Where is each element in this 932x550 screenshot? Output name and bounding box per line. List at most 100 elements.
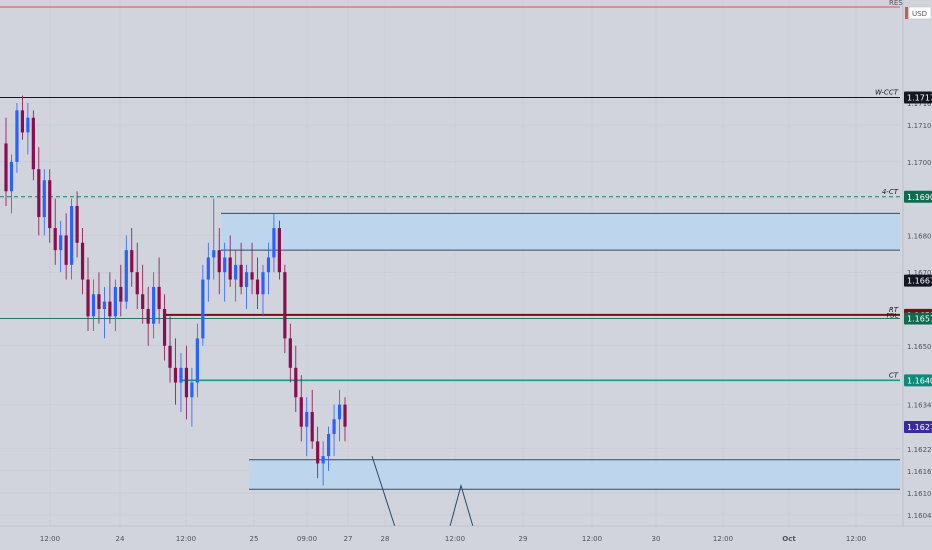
candle-body bbox=[299, 397, 303, 427]
candle-body bbox=[157, 286, 161, 309]
price-tick-label: 1.16100 bbox=[907, 490, 932, 498]
candle-body bbox=[310, 411, 314, 442]
candle-body bbox=[294, 367, 298, 398]
candle bbox=[146, 286, 150, 346]
candle-body bbox=[59, 235, 63, 251]
candle bbox=[316, 426, 320, 479]
candle bbox=[75, 191, 79, 258]
candle-body bbox=[184, 367, 189, 398]
candle-body bbox=[326, 434, 331, 457]
candle bbox=[91, 279, 96, 332]
zone-box bbox=[221, 213, 900, 251]
candle bbox=[102, 286, 107, 339]
time-tick-label: 12:00 bbox=[40, 535, 60, 543]
candle bbox=[337, 389, 342, 442]
price-tick-label: 1.16700 bbox=[907, 269, 932, 277]
time-tick-label: 28 bbox=[381, 535, 390, 543]
candle bbox=[266, 242, 271, 295]
candle bbox=[326, 426, 331, 471]
candle bbox=[228, 235, 232, 287]
candle bbox=[288, 323, 292, 383]
candle bbox=[26, 102, 30, 155]
time-tick-label: 24 bbox=[116, 535, 125, 543]
price-tag-extra-1-bg bbox=[904, 421, 932, 434]
candle bbox=[179, 353, 183, 412]
price-tag-w-cct-text: 1.17175 bbox=[907, 93, 932, 102]
candle-body bbox=[4, 143, 8, 192]
candle bbox=[173, 338, 178, 405]
currency-label: USD bbox=[912, 10, 927, 18]
candle-body bbox=[179, 367, 183, 383]
candle bbox=[343, 397, 347, 442]
time-tick-label: 25 bbox=[250, 535, 259, 543]
time-tick-label: 30 bbox=[652, 535, 661, 543]
candle-body bbox=[173, 367, 178, 383]
time-tick-label: 12:00 bbox=[846, 535, 866, 543]
candle bbox=[244, 264, 249, 309]
price-axis[interactable]: 1.171601.171001.170001.169001.168001.167… bbox=[889, 0, 932, 526]
candle bbox=[113, 279, 117, 332]
candle bbox=[239, 242, 243, 295]
price-tick-label: 1.16040 bbox=[907, 512, 932, 520]
time-tick-label: 12:00 bbox=[582, 535, 602, 543]
candle-body bbox=[42, 180, 46, 218]
candle-body bbox=[80, 242, 85, 280]
candle bbox=[141, 264, 145, 324]
currency-flag bbox=[905, 7, 908, 19]
price-tick-label: 1.16500 bbox=[907, 343, 932, 351]
candle-body bbox=[332, 419, 336, 435]
level-tag-pdl: PDL bbox=[886, 313, 898, 320]
candle-body bbox=[305, 411, 309, 427]
candle bbox=[277, 220, 281, 280]
candle-body bbox=[135, 272, 139, 295]
candle-body bbox=[228, 257, 232, 280]
candle bbox=[157, 257, 161, 324]
candle bbox=[310, 389, 314, 449]
candle bbox=[184, 345, 189, 420]
level-tag-4-ct: 4-CT bbox=[882, 188, 899, 196]
price-tag-pdl: 1.16574 bbox=[904, 312, 932, 325]
candle bbox=[332, 404, 336, 457]
candle-body bbox=[201, 279, 205, 339]
candle bbox=[162, 294, 167, 361]
candle bbox=[15, 102, 19, 173]
candle-body bbox=[37, 169, 41, 218]
candle bbox=[255, 257, 260, 309]
grid-lines bbox=[0, 0, 900, 526]
price-tick-label: 1.16800 bbox=[907, 232, 932, 240]
price-tick-label: 1.16340 bbox=[907, 402, 932, 410]
candle-body bbox=[26, 117, 30, 133]
candle bbox=[31, 110, 35, 181]
candle-body bbox=[20, 110, 25, 133]
candle-body bbox=[217, 250, 221, 273]
price-tag-pdl-bg bbox=[904, 312, 932, 325]
candle bbox=[64, 213, 68, 280]
candle-body bbox=[146, 308, 150, 324]
candle bbox=[299, 375, 303, 442]
candle-body bbox=[48, 180, 52, 229]
zone-box bbox=[249, 459, 900, 490]
candle bbox=[108, 272, 112, 324]
candle-body bbox=[316, 441, 320, 464]
currency-badge[interactable]: USD bbox=[905, 6, 932, 20]
candle-body bbox=[337, 404, 342, 420]
candle-body bbox=[141, 294, 145, 309]
candle bbox=[223, 242, 227, 302]
time-tick-label: Oct bbox=[782, 535, 796, 543]
supply-demand-zones bbox=[221, 212, 900, 490]
candle bbox=[48, 169, 52, 243]
plot-area[interactable] bbox=[0, 0, 900, 526]
candle bbox=[261, 264, 265, 317]
candle-body bbox=[277, 228, 281, 273]
candle bbox=[152, 272, 156, 339]
candle-body bbox=[212, 250, 216, 258]
currency-box bbox=[908, 6, 932, 20]
candle-body bbox=[97, 294, 101, 309]
candle bbox=[53, 198, 57, 265]
candle-body bbox=[53, 228, 57, 251]
candle bbox=[168, 316, 172, 383]
price-tick-label: 1.16220 bbox=[907, 446, 932, 454]
time-axis[interactable]: 12:00 24 12:00 25 09:00 27 28 12:00 29 12:00 30 12:… bbox=[0, 525, 932, 550]
